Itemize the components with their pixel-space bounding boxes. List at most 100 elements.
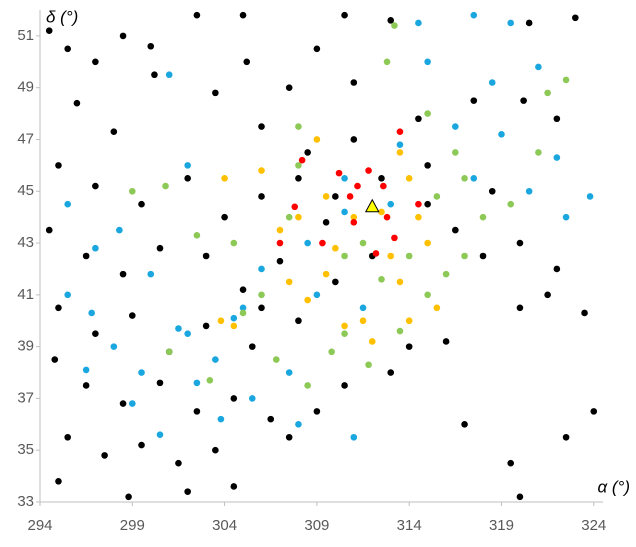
point: [138, 441, 145, 449]
point: [313, 136, 321, 143]
point: [346, 193, 354, 200]
point: [322, 219, 330, 226]
point: [92, 58, 99, 66]
point: [341, 330, 348, 337]
point: [258, 167, 265, 174]
point: [396, 128, 404, 136]
point: [341, 382, 348, 389]
point: [92, 244, 99, 252]
point: [258, 265, 265, 273]
point: [452, 149, 459, 156]
point: [405, 175, 413, 182]
point: [110, 343, 118, 350]
point: [243, 58, 251, 66]
point: [230, 483, 238, 490]
point: [452, 123, 459, 130]
point: [193, 408, 201, 415]
point: [507, 200, 515, 208]
point: [258, 123, 265, 130]
point: [350, 219, 358, 226]
point: [396, 278, 404, 286]
point: [387, 252, 395, 260]
point: [378, 276, 385, 283]
point: [391, 234, 398, 242]
point: [313, 408, 321, 415]
point: [383, 213, 391, 221]
point: [295, 175, 302, 182]
point: [295, 162, 302, 169]
point: [387, 17, 395, 24]
point: [396, 141, 404, 148]
point: [92, 330, 99, 337]
point: [64, 433, 71, 441]
point: [415, 213, 422, 221]
point: [479, 252, 487, 260]
point: [165, 348, 173, 356]
point: [217, 415, 225, 423]
point: [350, 213, 358, 221]
point: [82, 252, 90, 260]
point: [156, 244, 164, 252]
point: [452, 226, 459, 234]
point: [372, 250, 380, 257]
y-axis-label: δ (°): [46, 7, 78, 26]
point: [304, 239, 311, 247]
y-tick-label: 37: [17, 389, 34, 406]
point: [51, 356, 59, 363]
point: [230, 314, 238, 322]
point: [433, 193, 441, 200]
point: [119, 270, 127, 278]
point: [387, 369, 395, 376]
point: [285, 84, 293, 91]
point: [258, 304, 265, 312]
point: [212, 89, 219, 97]
point: [396, 327, 404, 335]
y-tick-label: 47: [17, 130, 34, 147]
point: [350, 79, 358, 86]
point: [424, 239, 431, 247]
point: [304, 149, 311, 156]
point: [239, 11, 247, 19]
point: [572, 14, 579, 22]
point: [516, 493, 524, 501]
point: [230, 239, 238, 247]
point: [470, 97, 478, 104]
point: [544, 291, 551, 299]
point: [553, 154, 561, 161]
point: [535, 149, 542, 156]
point: [507, 459, 515, 467]
point: [285, 433, 293, 441]
point: [248, 395, 256, 402]
point: [488, 79, 496, 86]
point: [128, 187, 136, 195]
x-axis-label: α (°): [597, 477, 630, 496]
point: [295, 213, 302, 221]
point: [424, 291, 431, 299]
point: [516, 304, 524, 312]
point: [328, 348, 335, 356]
point: [206, 376, 214, 384]
point: [165, 71, 173, 79]
point: [128, 312, 136, 319]
point: [415, 115, 422, 123]
point: [239, 286, 247, 293]
point: [520, 97, 527, 104]
point: [341, 208, 348, 216]
point: [193, 231, 201, 239]
point: [380, 182, 387, 190]
point: [535, 63, 542, 71]
point: [212, 446, 219, 454]
point: [73, 99, 81, 107]
point: [335, 169, 343, 177]
point: [313, 291, 321, 299]
point: [461, 252, 468, 260]
point: [119, 400, 127, 407]
point: [276, 239, 284, 247]
point: [221, 175, 228, 182]
point: [516, 239, 524, 247]
point: [433, 304, 441, 312]
point: [202, 322, 210, 330]
point: [359, 239, 367, 247]
point: [55, 477, 62, 485]
point: [193, 379, 201, 387]
